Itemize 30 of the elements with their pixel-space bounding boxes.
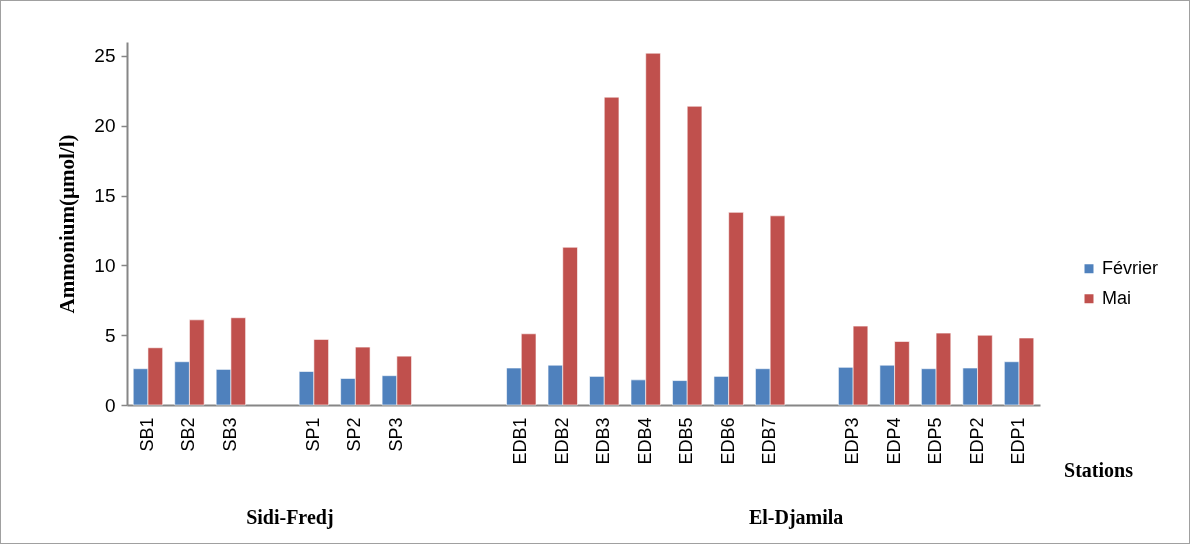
x-tick-label: EDP5 — [925, 417, 946, 465]
x-tick-label: EDB6 — [717, 417, 738, 465]
y-tick-label: 5 — [104, 324, 116, 346]
x-tick-label: EDB7 — [759, 417, 780, 465]
x-tick-label: EDB5 — [676, 417, 697, 465]
x-tick-label: SP1 — [302, 417, 323, 452]
x-tick-label: EDP2 — [966, 417, 987, 465]
legend-label: Février — [1102, 257, 1159, 278]
x-tick-label: EDP1 — [1008, 417, 1029, 465]
x-tick-label: SB1 — [136, 417, 157, 452]
y-tick-label: 20 — [94, 115, 116, 137]
x-tick-label: SB3 — [219, 417, 240, 452]
text: El-Djamila — [748, 506, 844, 529]
y-tick-label: 0 — [104, 394, 116, 416]
x-tick-label: SP2 — [344, 417, 365, 452]
y-tick-label: 25 — [94, 45, 116, 67]
x-tick-label: SP3 — [385, 417, 406, 452]
y-tick-label: 15 — [94, 185, 116, 207]
x-tick-label: EDB3 — [593, 417, 614, 465]
y-axis-title: Ammonium(µmol/l) — [55, 134, 80, 314]
x-tick-label: EDP3 — [842, 417, 863, 465]
legend-label: Mai — [1102, 287, 1132, 308]
x-axis-title: Stations — [1064, 458, 1134, 481]
x-tick-label: EDB2 — [551, 417, 572, 465]
x-tick-label: EDB1 — [510, 417, 531, 465]
x-tick-label: SB2 — [178, 417, 199, 452]
text: Sidi-Fredj — [246, 506, 334, 529]
y-tick-label: 10 — [94, 254, 116, 276]
x-tick-label: EDP4 — [883, 417, 904, 465]
x-tick-label: EDB4 — [634, 417, 655, 465]
